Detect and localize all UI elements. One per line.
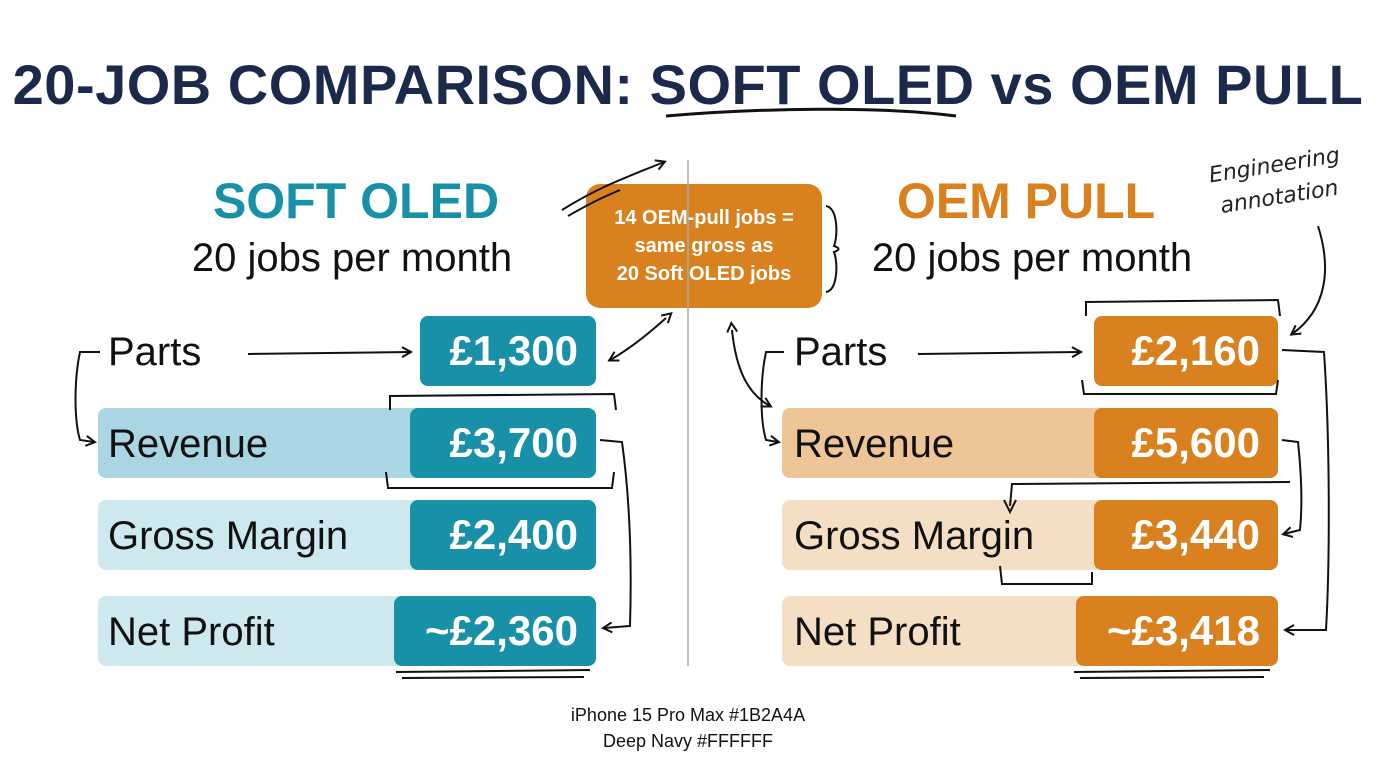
callout-right-arrow — [732, 330, 770, 406]
soft-oled-net-profit-value: ~£2,360 — [394, 596, 596, 666]
oem-pull-loop-arrow — [760, 351, 784, 442]
oem-pull-parts-arrow — [917, 352, 1080, 354]
title-prefix: 20-JOB COMPARISON: — [12, 53, 650, 116]
soft-oled-subtitle: 20 jobs per month — [191, 236, 513, 280]
oem-pull-revenue-connector — [1282, 439, 1303, 534]
soft-oled-parts-label: Parts — [108, 330, 202, 374]
oem-pull-margin-connector — [999, 481, 1291, 585]
callout-left-arrow — [610, 318, 666, 360]
soft-oled-gross-margin-label: Gross Margin — [108, 514, 349, 558]
title-underline — [665, 107, 957, 118]
soft-oled-parts-value: £1,300 — [420, 316, 596, 386]
callout-brace — [825, 205, 840, 293]
callout-top-arrow-2 — [567, 189, 621, 217]
oem-pull-revenue-label: Revenue — [794, 422, 955, 466]
soft-oled-net-profit-label: Net Profit — [108, 610, 275, 654]
soft-oled-title: SOFT OLED — [212, 173, 500, 229]
oem-pull-gross-margin-label: Gross Margin — [794, 514, 1035, 558]
soft-oled-revenue-value: £3,700 — [410, 408, 596, 478]
annotation-arrow — [1292, 225, 1327, 334]
soft-oled-revenue-bracket — [385, 392, 617, 489]
callout-top-arrow — [561, 162, 664, 211]
oem-pull-side-arrow — [1281, 349, 1330, 630]
callout-box: 14 OEM-pull jobs = same gross as 20 Soft… — [586, 184, 822, 308]
soft-oled-parts-arrow — [247, 352, 410, 354]
oem-pull-parts-label: Parts — [794, 330, 888, 374]
oem-pull-net-underline — [1073, 669, 1271, 679]
oem-pull-net-profit-label: Net Profit — [794, 610, 961, 654]
callout-line-2: same gross as — [634, 235, 774, 257]
oem-pull-net-profit-value: ~£3,418 — [1076, 596, 1278, 666]
soft-oled-loop-arrow — [74, 351, 100, 442]
oem-pull-parts-value: £2,160 — [1094, 316, 1278, 386]
page-title: 20-JOB COMPARISON: SOFT OLED vs OEM PULL — [0, 52, 1376, 117]
soft-oled-net-underline — [395, 669, 591, 679]
footer: iPhone 15 Pro Max #1B2A4A Deep Navy #FFF… — [0, 702, 1376, 754]
soft-oled-gross-margin-value: £2,400 — [410, 500, 596, 570]
oem-pull-revenue-value: £5,600 — [1094, 408, 1278, 478]
title-suffix: vs OEM PULL — [974, 53, 1364, 116]
callout-line-3: 20 Soft OLED jobs — [616, 263, 792, 285]
footer-line-1: iPhone 15 Pro Max #1B2A4A — [570, 705, 806, 725]
callout-line-1: 14 OEM-pull jobs = — [614, 207, 794, 229]
footer-line-2: Deep Navy #FFFFFF — [602, 731, 774, 751]
title-highlight: SOFT OLED — [649, 53, 975, 116]
oem-pull-parts-bracket — [1081, 298, 1281, 395]
oem-pull-subtitle: 20 jobs per month — [871, 236, 1193, 280]
soft-oled-side-arrow — [599, 439, 632, 628]
oem-pull-title: OEM PULL — [896, 173, 1156, 229]
oem-pull-gross-margin-value: £3,440 — [1094, 500, 1278, 570]
soft-oled-revenue-label: Revenue — [108, 422, 269, 466]
